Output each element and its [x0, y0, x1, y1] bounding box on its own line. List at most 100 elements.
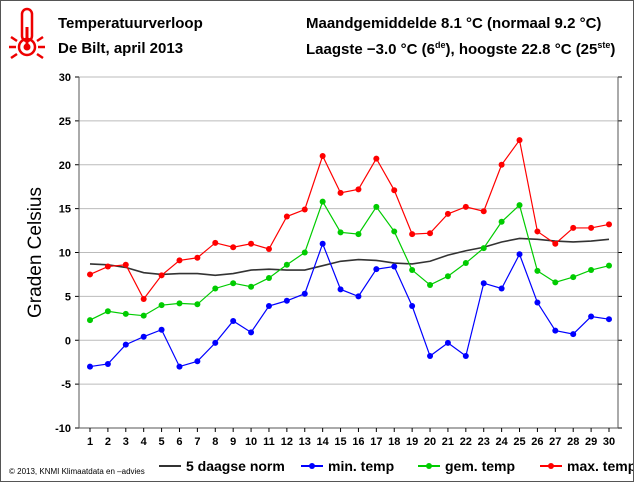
- point-max-temp: [122, 261, 129, 268]
- x-tick-label: 17: [370, 436, 382, 448]
- point-gem-temp: [355, 231, 362, 238]
- x-tick-label: 18: [388, 436, 400, 448]
- x-tick-label: 5: [159, 436, 165, 448]
- point-min-temp: [140, 333, 147, 340]
- point-gem-temp: [158, 302, 165, 309]
- point-gem-temp: [391, 228, 398, 235]
- x-tick-label: 1: [87, 436, 93, 448]
- point-gem-temp: [122, 310, 129, 317]
- legend-label-5-daagse-norm: 5 daagse norm: [186, 458, 285, 474]
- point-gem-temp: [104, 308, 111, 315]
- point-min-temp: [87, 363, 93, 370]
- point-max-temp: [87, 271, 93, 278]
- x-tick-label: 3: [123, 436, 129, 448]
- point-gem-temp: [570, 274, 577, 281]
- point-max-temp: [212, 239, 219, 246]
- point-min-temp: [552, 327, 559, 334]
- point-min-temp: [319, 240, 326, 247]
- point-gem-temp: [265, 274, 272, 281]
- point-max-temp: [606, 221, 612, 228]
- x-tick-label: 21: [442, 436, 454, 448]
- x-tick-label: 26: [531, 436, 543, 448]
- x-tick-label: 19: [406, 436, 418, 448]
- point-max-temp: [230, 244, 237, 251]
- point-min-temp: [427, 353, 434, 360]
- x-tick-label: 7: [194, 436, 200, 448]
- point-max-temp: [516, 137, 523, 144]
- point-min-temp: [194, 358, 201, 365]
- point-min-temp: [265, 303, 272, 310]
- point-max-temp: [409, 231, 416, 238]
- point-max-temp: [480, 208, 487, 215]
- x-tick-label: 13: [299, 436, 311, 448]
- point-min-temp: [176, 363, 183, 370]
- point-min-temp: [409, 303, 416, 310]
- y-axis-label: Graden Celsius: [25, 187, 46, 318]
- point-min-temp: [462, 353, 469, 360]
- point-max-temp: [427, 230, 434, 237]
- chart-title: Temperatuurverloop: [58, 15, 203, 32]
- point-max-temp: [176, 257, 183, 264]
- point-min-temp: [301, 290, 308, 297]
- legend-label-max-temp: max. temp: [567, 458, 633, 474]
- x-tick-label: 28: [567, 436, 579, 448]
- point-max-temp: [283, 213, 290, 220]
- x-tick-label: 27: [549, 436, 561, 448]
- x-tick-label: 24: [495, 436, 508, 448]
- point-min-temp: [444, 339, 451, 346]
- point-min-temp: [516, 251, 523, 258]
- point-min-temp: [498, 285, 505, 292]
- point-gem-temp: [319, 198, 326, 205]
- point-max-temp: [391, 187, 398, 194]
- point-gem-temp: [283, 261, 290, 268]
- point-gem-temp: [480, 245, 487, 252]
- y-tick-label: 5: [65, 291, 71, 303]
- point-gem-temp: [301, 249, 308, 256]
- copyright: © 2013, KNMI Klimaatdata en –advies: [9, 467, 145, 476]
- point-gem-temp: [588, 267, 595, 274]
- point-min-temp: [570, 331, 577, 338]
- point-max-temp: [534, 228, 541, 235]
- y-tick-label: 20: [59, 160, 71, 172]
- point-min-temp: [588, 313, 595, 320]
- point-max-temp: [104, 263, 111, 270]
- point-min-temp: [355, 293, 362, 300]
- legend-label-min-temp: min. temp: [328, 458, 394, 474]
- point-min-temp: [534, 299, 541, 306]
- point-max-temp: [355, 186, 362, 193]
- point-max-temp: [337, 189, 344, 196]
- point-max-temp: [319, 152, 326, 159]
- x-tick-label: 11: [263, 436, 275, 448]
- point-max-temp: [462, 203, 469, 210]
- x-tick-label: 4: [141, 436, 148, 448]
- point-min-temp: [606, 316, 612, 323]
- y-tick-label: 30: [59, 72, 71, 84]
- point-gem-temp: [337, 229, 344, 236]
- point-gem-temp: [248, 283, 255, 290]
- y-tick-label: 25: [59, 116, 71, 128]
- x-tick-label: 15: [334, 436, 346, 448]
- point-gem-temp: [212, 285, 219, 292]
- point-max-temp: [498, 161, 505, 168]
- point-max-temp: [158, 272, 165, 279]
- point-gem-temp: [606, 262, 612, 269]
- point-min-temp: [373, 266, 380, 273]
- min-max-summary: Laagste −3.0 °C (6de), hoogste 22.8 °C (…: [306, 40, 616, 58]
- point-min-temp: [158, 326, 165, 333]
- legend-marker-min-temp: [309, 463, 315, 469]
- series-line-5-daagse-norm: [89, 237, 610, 277]
- point-gem-temp: [176, 300, 183, 307]
- point-min-temp: [248, 329, 255, 336]
- x-tick-label: 2: [105, 436, 111, 448]
- point-min-temp: [212, 339, 219, 346]
- point-max-temp: [552, 240, 559, 247]
- x-tick-label: 23: [478, 436, 490, 448]
- point-gem-temp: [409, 267, 416, 274]
- legend-label-gem-temp: gem. temp: [445, 458, 515, 474]
- point-max-temp: [265, 245, 272, 252]
- series-line-min-temp: [89, 242, 610, 368]
- point-gem-temp: [427, 281, 434, 288]
- point-min-temp: [391, 263, 398, 270]
- point-max-temp: [373, 155, 380, 162]
